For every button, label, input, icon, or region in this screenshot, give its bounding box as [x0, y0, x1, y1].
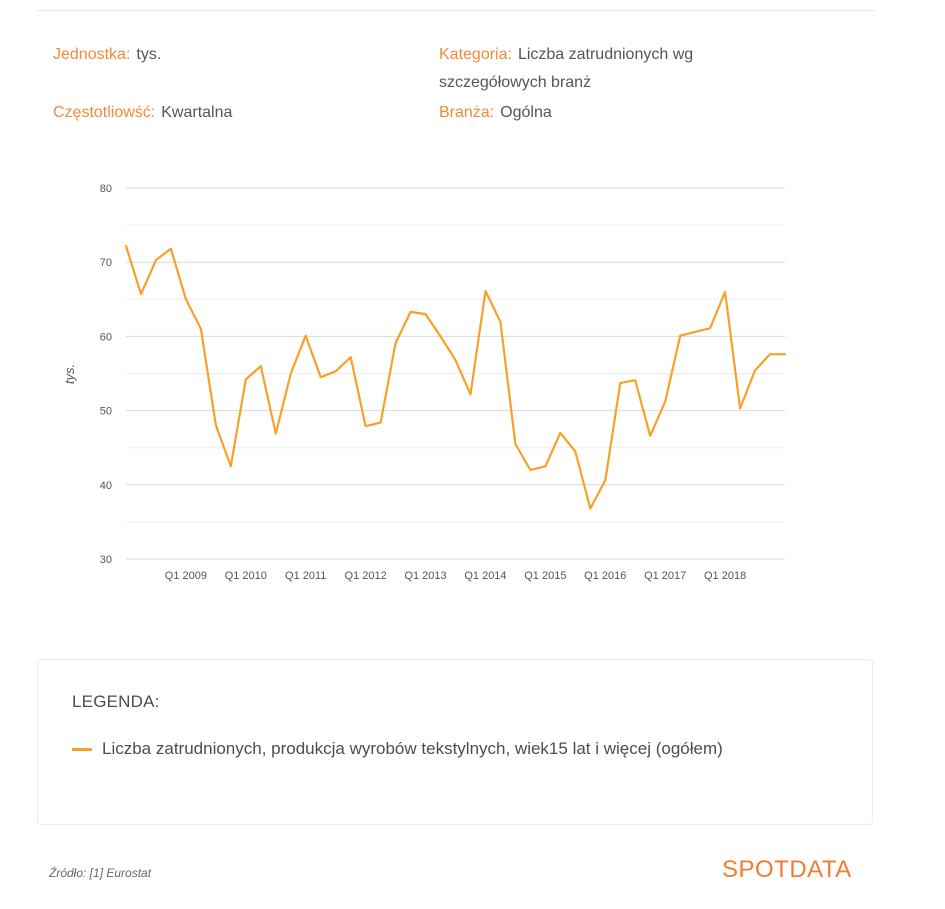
legend-panel: LEGENDA: Liczba zatrudnionych, produkcja… — [37, 659, 873, 825]
data-point — [603, 478, 607, 482]
data-point — [229, 464, 233, 468]
y-tick-label: 30 — [100, 554, 112, 566]
x-tick-label: Q1 2014 — [464, 570, 506, 582]
top-divider — [37, 10, 875, 11]
y-tick-label: 80 — [100, 183, 112, 195]
category-label: Kategoria: — [439, 46, 512, 63]
data-point — [528, 468, 532, 472]
data-point — [364, 424, 368, 428]
data-point — [409, 310, 413, 314]
data-point — [708, 326, 712, 330]
data-point — [483, 289, 487, 293]
data-point — [618, 381, 622, 385]
x-tick-label: Q1 2016 — [584, 570, 626, 582]
series-line — [124, 244, 787, 510]
data-point — [633, 378, 637, 382]
branch-value: Ogólna — [500, 104, 552, 121]
data-point — [588, 507, 592, 511]
data-point — [289, 372, 293, 376]
data-point — [723, 290, 727, 294]
data-point — [513, 442, 517, 446]
grid-lines — [126, 187, 785, 560]
x-axis-ticks: Q1 2009 Q1 2010 Q1 2011 Q1 2012 Q1 2013 Q1 20… — [165, 570, 746, 582]
data-point — [693, 330, 697, 334]
x-tick-label: Q1 2009 — [165, 570, 207, 582]
spotdata-logo[interactable]: SPOTDATA — [722, 856, 852, 883]
data-point — [424, 312, 428, 316]
x-tick-label: Q1 2010 — [225, 570, 267, 582]
data-point — [334, 369, 338, 373]
x-tick-label: Q1 2012 — [345, 570, 387, 582]
y-axis-ticks: 30 40 50 60 70 80 — [100, 183, 112, 566]
data-point — [573, 449, 577, 453]
frequency-label: Częstotliowść: — [53, 104, 156, 121]
data-point — [663, 400, 667, 404]
data-point — [738, 406, 742, 410]
data-point — [648, 434, 652, 438]
x-tick-label: Q1 2018 — [704, 570, 746, 582]
meta-unit: Jednostka: tys. — [53, 41, 161, 69]
data-point — [139, 292, 143, 296]
category-value: Liczba zatrudnionych wg szczegółowych br… — [439, 46, 694, 91]
source-note: Źródło: [1] Eurostat — [49, 866, 152, 880]
data-point — [244, 377, 248, 381]
meta-category: Kategoria: Liczba zatrudnionych wg szczeg… — [439, 41, 779, 97]
legend-title: LEGENDA: — [72, 692, 160, 711]
data-point — [349, 355, 353, 359]
data-point — [439, 334, 443, 338]
x-tick-label: Q1 2017 — [644, 570, 686, 582]
data-point — [199, 327, 203, 331]
y-tick-label: 40 — [100, 480, 112, 492]
line-chart: 30 40 50 60 70 80 Q1 2009 Q1 2010 Q1 2011 Q1 201… — [62, 183, 787, 582]
y-axis-label: tys. — [62, 364, 77, 384]
meta-branch: Branża: Ogólna — [439, 99, 552, 127]
data-point — [558, 431, 562, 435]
x-tick-label: Q1 2013 — [404, 570, 446, 582]
data-point — [753, 369, 757, 373]
y-tick-label: 60 — [100, 331, 112, 343]
y-tick-label: 50 — [100, 406, 112, 418]
x-tick-label: Q1 2015 — [524, 570, 566, 582]
data-point — [124, 244, 128, 248]
data-point — [379, 420, 383, 424]
frequency-value: Kwartalna — [161, 104, 233, 121]
unit-value: tys. — [136, 46, 162, 63]
y-tick-label: 70 — [100, 257, 112, 269]
branch-label: Branża: — [439, 104, 495, 121]
data-point — [454, 358, 458, 362]
data-point — [468, 392, 472, 396]
legend-entry[interactable]: Liczba zatrudnionych, produkcja wyrobów … — [102, 739, 723, 758]
data-point — [184, 297, 188, 301]
meta-frequency: Częstotliowść: Kwartalna — [53, 99, 232, 127]
data-point — [543, 464, 547, 468]
legend-swatch — [72, 748, 92, 751]
series-layer — [124, 244, 787, 511]
data-point — [259, 364, 263, 368]
data-point — [319, 375, 323, 379]
x-tick-label: Q1 2011 — [285, 570, 326, 582]
data-point — [768, 352, 772, 356]
data-point — [169, 247, 173, 251]
data-point — [154, 258, 158, 262]
data-point — [214, 423, 218, 427]
data-point — [274, 432, 278, 436]
data-point — [304, 334, 308, 338]
data-point — [498, 320, 502, 324]
unit-label: Jednostka: — [53, 46, 131, 63]
data-point — [678, 334, 682, 338]
data-point — [783, 352, 787, 356]
data-point — [394, 341, 398, 345]
